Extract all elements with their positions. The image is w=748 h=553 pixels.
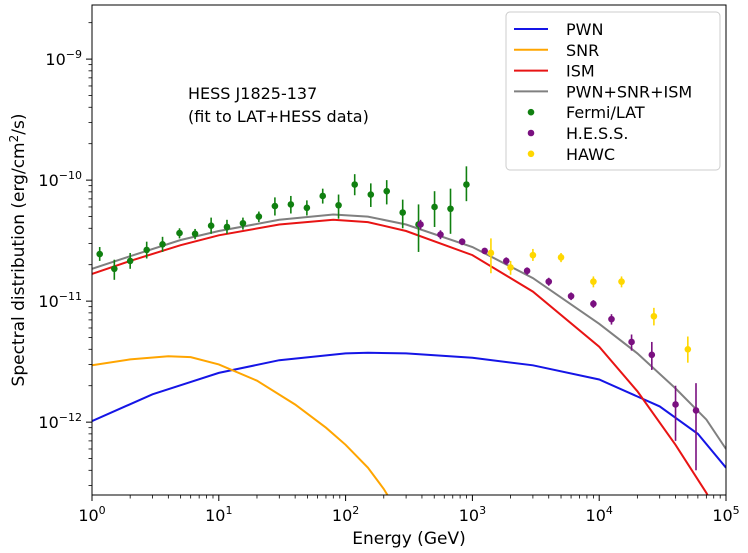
legend-label-snr: SNR bbox=[566, 41, 599, 60]
fermi-lat-point bbox=[399, 209, 406, 216]
fermi-lat-point bbox=[383, 187, 391, 195]
hawc-point bbox=[590, 278, 597, 285]
h-e-s-s-point bbox=[437, 231, 444, 238]
fermi-lat-point bbox=[335, 201, 342, 209]
x-axis-label: Energy (GeV) bbox=[352, 529, 465, 549]
hawc-point bbox=[650, 312, 658, 320]
hawc-point bbox=[507, 264, 514, 271]
fermi-lat-point bbox=[351, 181, 359, 188]
x-tick-label: 105 bbox=[712, 504, 739, 525]
h-e-s-s-point bbox=[648, 351, 656, 359]
fermi-lat-point bbox=[176, 229, 183, 237]
legend-swatch-hawc bbox=[527, 150, 535, 158]
fermi-lat-point bbox=[239, 219, 247, 227]
legend-label-ism: ISM bbox=[566, 62, 595, 81]
legend-label-hawc: HAWC bbox=[566, 145, 615, 164]
y-tick-label: 10−11 bbox=[38, 290, 82, 311]
fermi-lat-point bbox=[159, 240, 166, 248]
fermi-lat-point bbox=[287, 201, 295, 208]
fermi-lat-point bbox=[463, 181, 470, 188]
legend-label-pwn: PWN bbox=[566, 20, 603, 39]
fermi-lat-point bbox=[255, 213, 263, 220]
hawc-point bbox=[529, 251, 537, 259]
fermi-lat-point bbox=[207, 222, 215, 230]
h-e-s-s-point bbox=[523, 267, 531, 275]
legend-swatch-h-e-s-s bbox=[527, 129, 535, 137]
h-e-s-s-point bbox=[608, 315, 615, 323]
y-tick-label: 10−10 bbox=[38, 169, 82, 190]
legend-label-h-e-s-s: H.E.S.S. bbox=[566, 124, 629, 143]
fermi-lat-point bbox=[126, 257, 134, 265]
legend-swatch-fermi-lat bbox=[527, 108, 535, 116]
hawc-point bbox=[618, 278, 625, 285]
fermi-lat-point bbox=[223, 223, 231, 231]
h-e-s-s-point bbox=[545, 278, 553, 285]
fermi-lat-point bbox=[367, 191, 375, 198]
curve-pwn bbox=[92, 351, 726, 469]
h-e-s-s-point bbox=[692, 407, 700, 414]
annotation-line-1: HESS J1825-137 bbox=[188, 84, 317, 103]
hawc-point bbox=[557, 254, 565, 261]
h-e-s-s-point bbox=[481, 247, 488, 255]
x-tick-label: 104 bbox=[586, 504, 613, 525]
curve-snr bbox=[92, 355, 389, 495]
fermi-lat-point bbox=[319, 192, 327, 200]
hawc-point bbox=[487, 249, 495, 257]
plot-frame bbox=[91, 4, 727, 496]
fermi-lat-point bbox=[143, 246, 150, 254]
fermi-lat-point bbox=[191, 230, 199, 238]
legend-label-pwn-snr-ism: PWN+SNR+ISM bbox=[566, 82, 692, 101]
y-tick-label: 10−12 bbox=[38, 411, 82, 432]
fermi-lat-point bbox=[271, 202, 279, 210]
legend-label-fermi-lat: Fermi/LAT bbox=[566, 103, 645, 122]
curve-ism bbox=[92, 218, 709, 495]
y-tick-label: 10−9 bbox=[45, 48, 82, 69]
annotation-line-2: (fit to LAT+HESS data) bbox=[188, 107, 369, 126]
h-e-s-s-point bbox=[567, 292, 575, 300]
fermi-lat-point bbox=[303, 204, 311, 212]
x-tick-label: 100 bbox=[78, 504, 105, 525]
curve-pwn-snr-ism bbox=[92, 213, 726, 450]
h-e-s-s-point bbox=[458, 238, 466, 245]
h-e-s-s-point bbox=[502, 257, 510, 265]
fermi-lat-point bbox=[431, 203, 438, 211]
fermi-lat-point bbox=[96, 250, 103, 258]
h-e-s-s-point bbox=[417, 221, 424, 228]
y-axis-label: Spectral distribution (erg/cm2/s) bbox=[7, 114, 29, 387]
hawc-point bbox=[684, 345, 692, 353]
h-e-s-s-point bbox=[628, 338, 635, 346]
h-e-s-s-point bbox=[672, 401, 679, 408]
fermi-lat-point bbox=[447, 205, 454, 213]
fermi-lat-point bbox=[111, 265, 118, 273]
x-tick-label: 102 bbox=[332, 504, 359, 525]
x-tick-label: 103 bbox=[459, 504, 486, 525]
x-tick-label: 101 bbox=[205, 504, 232, 525]
h-e-s-s-point bbox=[590, 300, 597, 308]
legend-box bbox=[505, 11, 721, 171]
